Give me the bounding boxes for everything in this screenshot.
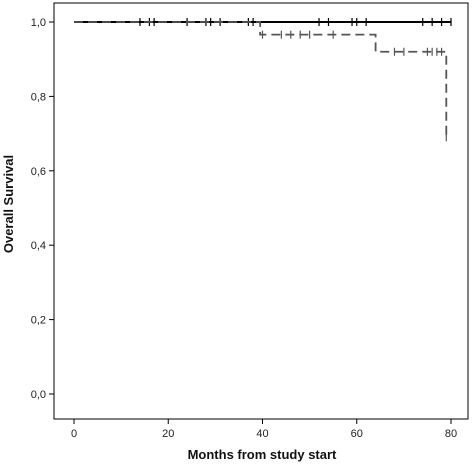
- survival-curve-2: [74, 21, 448, 138]
- y-tick-label: 0,0: [31, 389, 46, 401]
- x-tick-label: 0: [71, 428, 77, 440]
- y-tick-label: 0,6: [31, 166, 46, 178]
- y-tick-label: 0,8: [31, 91, 46, 103]
- x-tick-label: 40: [256, 428, 268, 440]
- plot-frame: [53, 2, 469, 420]
- y-tick-label: 0,2: [31, 315, 46, 327]
- x-axis-ticks: 0 20 40 60 80: [71, 419, 457, 440]
- plot-area: 0 20 40 60 80 0,0 0,2 0,4 0,6 0,8 1,0: [31, 2, 469, 440]
- x-tick-label: 60: [351, 428, 363, 440]
- x-tick-label: 20: [162, 428, 174, 440]
- y-tick-label: 0,4: [31, 240, 46, 252]
- y-tick-label: 1,0: [31, 17, 46, 29]
- series-layer: [74, 18, 452, 142]
- x-tick-label: 80: [445, 428, 457, 440]
- y-axis-ticks: 0,0 0,2 0,4 0,6 0,8 1,0: [31, 17, 54, 401]
- x-axis-title: Months from study start: [188, 447, 337, 462]
- y-axis-title: Overall Survival: [1, 155, 16, 253]
